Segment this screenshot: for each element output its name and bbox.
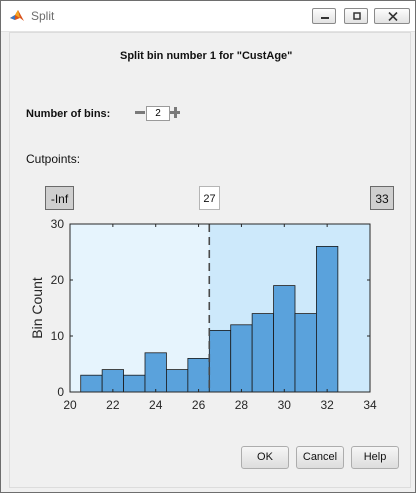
y-axis-label: Bin Count [29,277,45,339]
y-tick-label: 30 [51,217,65,231]
y-tick-label: 20 [51,273,65,287]
number-of-bins-input[interactable]: 2 [146,106,170,121]
cancel-button[interactable]: Cancel [296,446,344,469]
minimize-button[interactable] [312,8,336,24]
help-button[interactable]: Help [351,446,399,469]
cutpoint-value-input[interactable]: 27 [199,186,220,210]
histogram-bar [316,245,339,393]
cutpoints-label: Cutpoints: [26,152,81,166]
histogram-bar [123,374,146,393]
cutpoint-left-box: -Inf [45,186,74,210]
close-icon [388,12,398,21]
histogram-bar [101,369,124,393]
histogram-bar [208,329,232,393]
title-bar: Split [1,1,415,32]
ok-button[interactable]: OK [241,446,289,469]
bin-region-1 [70,224,210,392]
histogram-bar [166,369,189,393]
x-tick-label: 24 [149,398,163,412]
histogram-bar [187,357,210,393]
x-tick-label: 32 [320,398,334,412]
y-tick-label: 10 [51,329,65,343]
histogram-bar [80,374,103,393]
matlab-logo-icon [9,9,25,23]
histogram-bar [294,313,317,393]
histogram-bar [251,313,274,393]
dialog-heading: Split bin number 1 for "CustAge" [120,50,293,62]
histogram-bar [144,352,167,393]
decrement-bins-button[interactable] [134,106,146,118]
close-button[interactable] [374,8,410,24]
x-tick-label: 34 [363,398,377,412]
x-tick-label: 28 [235,398,249,412]
x-tick-label: 30 [278,398,292,412]
x-tick-label: 20 [63,398,77,412]
histogram-bar [273,285,296,393]
cutpoint-right-box: 33 [370,186,394,210]
minimize-icon [321,17,329,19]
plot-axes-box [69,223,371,393]
x-tick-label: 22 [106,398,120,412]
maximize-button[interactable] [344,8,368,24]
number-of-bins-label: Number of bins: [26,108,111,120]
increment-bins-button[interactable] [169,106,181,118]
y-tick-label: 0 [57,385,64,399]
x-tick-label: 26 [192,398,206,412]
restore-icon [353,12,361,20]
histogram-bar [230,324,253,393]
window-title: Split [31,9,55,23]
